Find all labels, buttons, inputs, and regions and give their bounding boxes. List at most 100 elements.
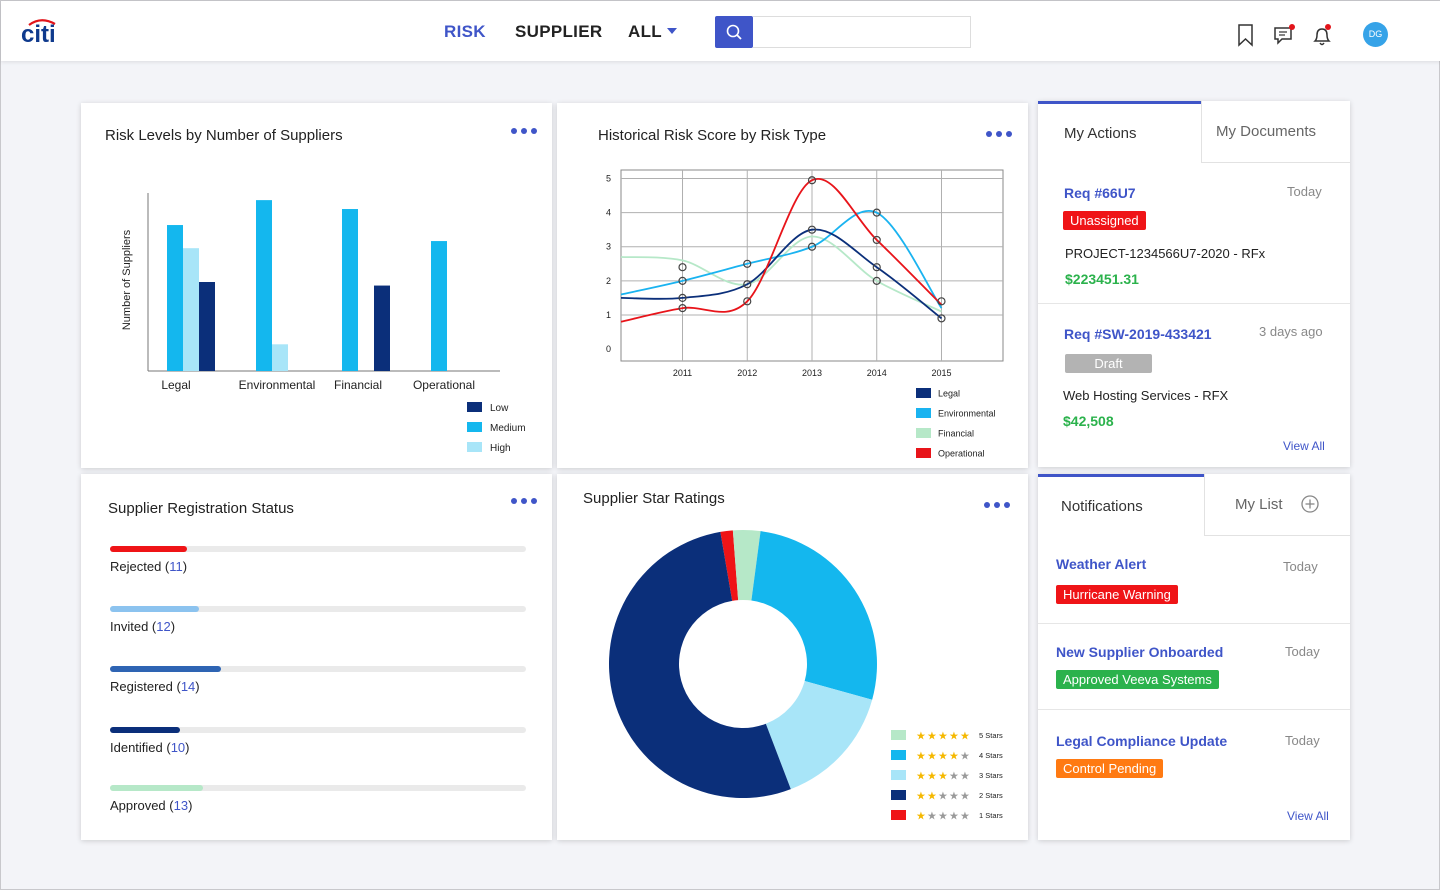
- data-point-marker[interactable]: [743, 297, 752, 306]
- series-line-financial: [620, 235, 942, 313]
- donut-slice-3-stars[interactable]: [765, 681, 873, 790]
- chat-icon[interactable]: [1273, 23, 1295, 47]
- legend-swatch: [891, 810, 906, 820]
- request-link[interactable]: Req #SW-2019-433421: [1064, 326, 1212, 342]
- status-count-link[interactable]: 12: [156, 619, 171, 634]
- historical-line-chart: 0 1 2 3 4 5 2011 2012 2013 2014 2015 Legal Environm…: [606, 169, 1004, 459]
- bell-icon[interactable]: [1311, 23, 1333, 47]
- star-empty-icon: ★: [949, 791, 959, 803]
- tab-my-documents[interactable]: My Documents: [1201, 101, 1350, 163]
- status-progress-fill: [110, 546, 187, 552]
- donut-slice-5-stars[interactable]: [732, 530, 761, 601]
- status-count-link[interactable]: 14: [180, 679, 196, 694]
- notification-title-link[interactable]: New Supplier Onboarded: [1056, 644, 1224, 660]
- data-point-marker[interactable]: [872, 235, 881, 245]
- bar-high[interactable]: [272, 344, 288, 371]
- view-all-link[interactable]: View All: [1287, 809, 1329, 823]
- star-ratings-title: Supplier Star Ratings: [583, 490, 725, 507]
- y-axis-label: Number of Suppliers: [121, 229, 133, 330]
- series-line-environmental: [620, 209, 943, 309]
- donut-slice-2-stars[interactable]: [609, 531, 791, 798]
- historical-more-icon[interactable]: [986, 124, 1016, 137]
- legend-label: Financial: [938, 429, 974, 439]
- legend-swatch: [916, 428, 931, 438]
- bar-low[interactable]: [199, 282, 215, 371]
- bookmark-icon[interactable]: [1235, 23, 1257, 47]
- top-navigation-bar: citi RISK SUPPLIER ALL DG: [1, 1, 1440, 61]
- y-tick-label: 0: [606, 344, 611, 354]
- status-count-link[interactable]: 10: [170, 740, 186, 755]
- bar-medium[interactable]: [431, 241, 447, 371]
- search-button[interactable]: [715, 16, 753, 48]
- tab-notifications[interactable]: Notifications: [1038, 474, 1204, 536]
- search-input[interactable]: [753, 16, 971, 48]
- star-filled-icon: ★: [938, 731, 948, 743]
- data-point-marker[interactable]: [937, 314, 946, 323]
- tab-my-actions[interactable]: My Actions: [1038, 101, 1201, 163]
- star-filled-icon: ★: [927, 771, 937, 783]
- user-avatar[interactable]: DG: [1363, 22, 1388, 47]
- star-filled-icon: ★: [927, 791, 937, 803]
- view-all-link[interactable]: View All: [1283, 439, 1325, 453]
- legend-label: 2 Stars: [979, 791, 1003, 800]
- nav-all-dropdown[interactable]: ALL: [628, 22, 677, 42]
- request-time: Today: [1287, 184, 1322, 199]
- bar-medium[interactable]: [256, 200, 272, 371]
- data-point-marker[interactable]: [872, 276, 881, 285]
- data-point-marker[interactable]: [807, 242, 817, 251]
- data-point-marker[interactable]: [937, 297, 946, 306]
- donut-slice-4-stars[interactable]: [751, 531, 877, 700]
- status-progress-fill: [110, 785, 204, 791]
- data-point-marker[interactable]: [743, 280, 752, 289]
- nav-supplier[interactable]: SUPPLIER: [515, 22, 603, 41]
- data-point-marker[interactable]: [743, 259, 752, 268]
- status-paren: ): [185, 740, 190, 755]
- legend-label: High: [490, 443, 511, 454]
- status-name: Registered (: [110, 679, 181, 694]
- notification-title-link[interactable]: Weather Alert: [1056, 556, 1147, 572]
- legend-swatch: [916, 408, 931, 418]
- list-divider: [1038, 303, 1350, 304]
- data-point-marker[interactable]: [678, 304, 687, 313]
- list-divider: [1038, 623, 1350, 624]
- status-count-link[interactable]: 13: [173, 798, 189, 813]
- nav-risk[interactable]: RISK: [444, 22, 486, 41]
- series-line-operational: [620, 177, 943, 323]
- request-amount: $223451.31: [1065, 271, 1139, 287]
- bar-high[interactable]: [183, 248, 199, 371]
- legend-label: Environmental: [938, 409, 996, 419]
- citi-logo[interactable]: citi: [19, 15, 63, 45]
- data-point-marker[interactable]: [872, 263, 881, 272]
- star-empty-icon: ★: [938, 811, 948, 823]
- add-icon[interactable]: [1300, 494, 1320, 514]
- data-point-marker[interactable]: [807, 176, 817, 185]
- request-link[interactable]: Req #66U7: [1064, 185, 1136, 201]
- donut-slice-1-stars[interactable]: [720, 530, 739, 601]
- y-tick-label: 4: [606, 208, 611, 218]
- bar-low[interactable]: [374, 285, 390, 371]
- risk-levels-title: Risk Levels by Number of Suppliers: [105, 127, 343, 144]
- x-tick-label: 2012: [737, 368, 757, 378]
- status-progress-fill: [110, 666, 222, 672]
- notification-title-link[interactable]: Legal Compliance Update: [1056, 733, 1228, 749]
- data-point-marker[interactable]: [678, 293, 687, 303]
- registration-more-icon[interactable]: [511, 491, 541, 504]
- status-count-link[interactable]: 11: [169, 559, 183, 574]
- star-ratings-more-icon[interactable]: [984, 495, 1014, 508]
- legend-label: Low: [490, 403, 509, 414]
- x-tick-label: 2011: [673, 368, 692, 378]
- registration-title: Supplier Registration Status: [108, 500, 294, 517]
- risk-levels-more-icon[interactable]: [511, 121, 541, 134]
- bar-medium[interactable]: [167, 225, 183, 371]
- historical-risk-title: Historical Risk Score by Risk Type: [598, 127, 827, 144]
- x-tick-label: Operational: [413, 378, 475, 392]
- chevron-down-icon: [666, 28, 677, 34]
- data-point-marker[interactable]: [678, 276, 687, 285]
- x-tick-label: 2014: [867, 368, 887, 378]
- star-filled-icon: ★: [916, 771, 926, 783]
- bar-medium[interactable]: [342, 209, 358, 371]
- tab-my-list[interactable]: My List: [1204, 474, 1350, 536]
- data-point-marker[interactable]: [872, 208, 881, 217]
- data-point-marker[interactable]: [678, 263, 687, 272]
- data-point-marker[interactable]: [807, 225, 817, 234]
